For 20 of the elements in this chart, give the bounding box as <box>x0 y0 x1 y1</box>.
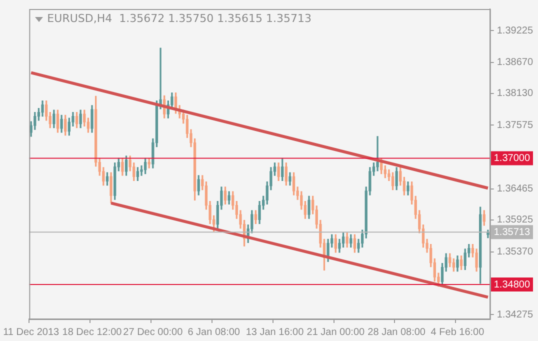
x-tick-label: 4 Feb 16:00 <box>430 326 485 338</box>
x-tick-label: 6 Jan 08:00 <box>188 326 240 338</box>
x-tick-label: 27 Dec 00:00 <box>123 326 184 338</box>
y-tick-label: 1.35370 <box>496 246 534 258</box>
y-tick-label: 1.37575 <box>496 120 534 131</box>
x-tick-label: 28 Jan 08:00 <box>368 326 426 338</box>
y-tick-label: 1.39225 <box>496 25 534 36</box>
x-tick-label: 11 Dec 2013 <box>3 326 60 338</box>
x-tick-label: 13 Jan 16:00 <box>246 326 304 338</box>
ref-line-label: 1.34800 <box>494 279 530 290</box>
chart-title: EURUSD,H4 1.35672 1.35750 1.35615 1.35713 <box>47 12 312 25</box>
y-tick-label: 1.35925 <box>496 214 534 226</box>
y-tick-label: 1.38130 <box>496 88 534 100</box>
x-tick-label: 21 Jan 00:00 <box>306 326 366 338</box>
y-tick-label: 1.34275 <box>496 309 534 320</box>
x-tick-label: 18 Dec 12:00 <box>62 326 122 338</box>
ref-line-label: 1.35713 <box>494 226 530 238</box>
ref-line-label: 1.37000 <box>494 153 530 164</box>
y-tick-label: 1.38670 <box>496 57 534 68</box>
y-tick-label: 1.36465 <box>496 184 534 195</box>
